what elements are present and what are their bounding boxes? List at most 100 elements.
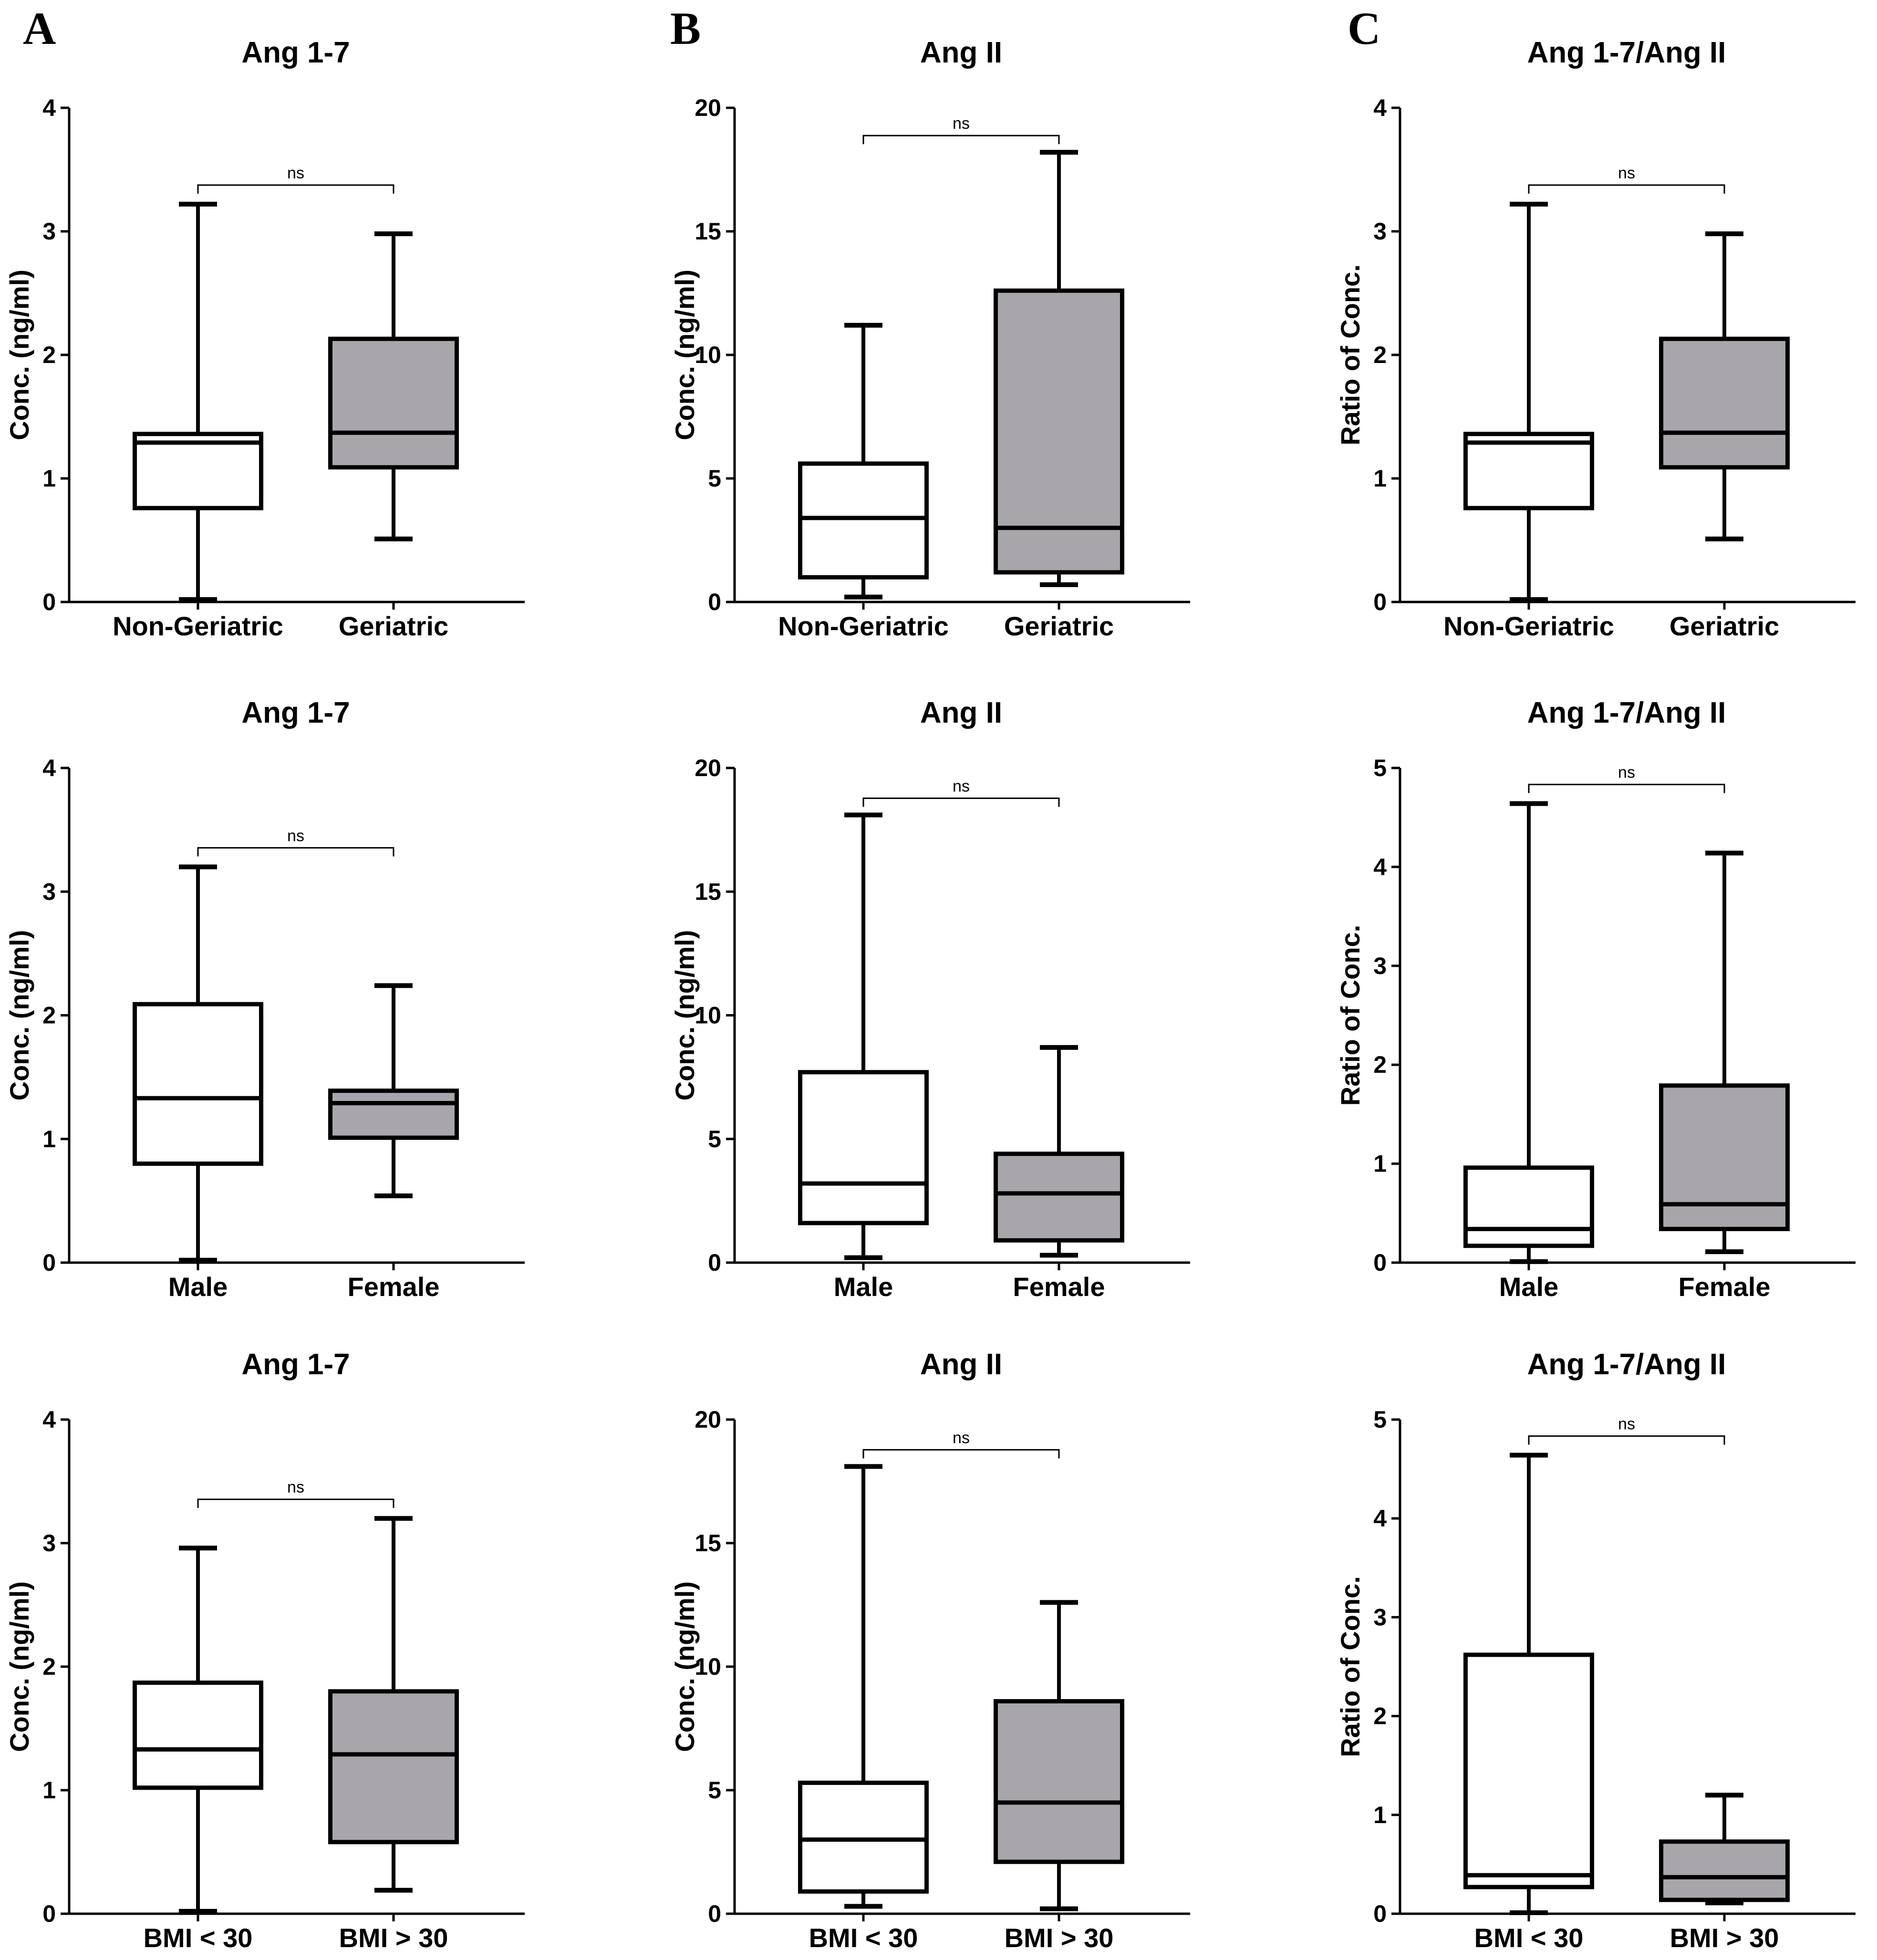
plot-title: Ang II xyxy=(920,696,1002,729)
significance-label: ns xyxy=(953,1429,970,1447)
category-label: Female xyxy=(348,1272,440,1302)
significance-label: ns xyxy=(287,164,304,182)
significance-bracket xyxy=(197,847,394,857)
significance-bracket xyxy=(862,798,1060,807)
y-tick-label: 0 xyxy=(1373,589,1387,615)
box-iqr xyxy=(133,1002,263,1166)
y-tick-label: 0 xyxy=(708,1249,721,1276)
category-label: Non-Geriatric xyxy=(113,611,283,641)
y-tick-label: 4 xyxy=(1373,1505,1387,1532)
significance-bracket xyxy=(197,184,394,194)
significance-label: ns xyxy=(287,1478,304,1496)
box-iqr xyxy=(328,336,459,470)
plot-title: Ang II xyxy=(920,1348,1002,1381)
category-label: Female xyxy=(1013,1272,1105,1302)
y-tick-label: 3 xyxy=(42,1530,56,1556)
y-tick-label: 5 xyxy=(1373,755,1387,781)
box-iqr xyxy=(798,1780,929,1894)
y-tick-label: 0 xyxy=(42,1249,56,1276)
plot-title: Ang 1-7 xyxy=(241,36,350,69)
y-axis-label: Conc. (ng/ml) xyxy=(4,930,34,1101)
y-tick-label: 5 xyxy=(708,1126,721,1152)
y-tick-label: 3 xyxy=(42,218,56,245)
plot-1-1: Ang 1-7 Conc. (ng/ml) 0 1 2 3 4 Non-Geriatric Ge… xyxy=(4,36,525,641)
y-tick-label: 15 xyxy=(695,878,721,905)
box-iqr xyxy=(798,461,929,580)
significance-bracket xyxy=(862,1449,1060,1459)
y-tick-label: 1 xyxy=(1373,1151,1387,1177)
plot-title: Ang 1-7 xyxy=(241,1348,350,1381)
y-axis-label: Conc. (ng/ml) xyxy=(670,1581,700,1752)
category-label: Geriatric xyxy=(339,611,448,641)
y-axis-label: Conc. (ng/ml) xyxy=(4,1581,34,1752)
y-tick-label: 10 xyxy=(695,1653,721,1680)
y-tick-label: 3 xyxy=(1373,1604,1387,1630)
panel-label-b: B xyxy=(670,3,701,54)
y-tick-label: 1 xyxy=(42,1777,56,1804)
y-tick-label: 0 xyxy=(1373,1249,1387,1276)
plot-1-3: Ang 1-7/Ang II Ratio of Conc. 0 1 2 3 4 Non-Ger… xyxy=(1335,36,1856,641)
box-iqr xyxy=(1463,432,1594,510)
box-iqr xyxy=(1463,1652,1594,1889)
y-tick-label: 2 xyxy=(42,342,56,368)
category-label: BMI < 30 xyxy=(144,1923,253,1953)
y-axis-label: Ratio of Conc. xyxy=(1335,264,1365,446)
y-tick-label: 0 xyxy=(708,589,721,615)
y-tick-label: 0 xyxy=(708,1900,721,1927)
y-tick-label: 2 xyxy=(1373,342,1387,368)
box-iqr xyxy=(994,288,1124,575)
y-tick-label: 4 xyxy=(42,94,56,121)
significance-label: ns xyxy=(1618,164,1635,182)
plot-2-1: Ang 1-7 Conc. (ng/ml) 0 1 2 3 4 Male Female ns xyxy=(4,696,525,1302)
significance-label: ns xyxy=(1618,1415,1635,1433)
category-label: BMI < 30 xyxy=(1474,1923,1584,1953)
y-tick-label: 1 xyxy=(42,1126,56,1152)
y-tick-label: 1 xyxy=(42,465,56,492)
y-tick-label: 15 xyxy=(695,218,721,245)
category-label: Geriatric xyxy=(1004,611,1114,641)
significance-bracket xyxy=(197,1498,394,1508)
plot-title: Ang 1-7 xyxy=(241,696,350,729)
plot-3-3: Ang 1-7/Ang II Ratio of Conc. 0 1 2 3 4 5 BMI < … xyxy=(1335,1348,1856,1953)
y-tick-label: 3 xyxy=(1373,953,1387,979)
category-label: Geriatric xyxy=(1670,611,1779,641)
category-label: Female xyxy=(1679,1272,1771,1302)
y-tick-label: 0 xyxy=(42,1900,56,1927)
category-label: BMI > 30 xyxy=(1005,1923,1114,1953)
y-tick-label: 20 xyxy=(695,94,721,121)
y-tick-label: 4 xyxy=(1373,853,1387,880)
plot-2-3: Ang 1-7/Ang II Ratio of Conc. 0 1 2 3 4 5 Male Fe… xyxy=(1335,696,1856,1302)
box-iqr xyxy=(994,1151,1124,1243)
box-iqr xyxy=(1463,1165,1594,1248)
y-tick-label: 4 xyxy=(1373,94,1387,121)
y-axis-label: Ratio of Conc. xyxy=(1335,925,1365,1106)
y-tick-label: 1 xyxy=(1373,1802,1387,1828)
significance-bracket xyxy=(862,135,1060,145)
y-tick-label: 0 xyxy=(42,589,56,615)
panel-label-a: A xyxy=(23,3,56,54)
box-iqr xyxy=(328,1689,459,1845)
plot-1-2: Ang II Conc. (ng/ml) 0 5 10 15 20 Non-Geriatric… xyxy=(670,36,1190,641)
category-label: BMI > 30 xyxy=(1670,1923,1779,1953)
y-tick-label: 10 xyxy=(695,1002,721,1029)
category-label: BMI > 30 xyxy=(339,1923,448,1953)
y-tick-label: 15 xyxy=(695,1530,721,1556)
y-tick-label: 4 xyxy=(42,1406,56,1433)
box-iqr xyxy=(798,1070,929,1225)
y-tick-label: 2 xyxy=(1373,1703,1387,1730)
significance-label: ns xyxy=(953,114,970,133)
category-label: Male xyxy=(834,1272,893,1302)
box-iqr xyxy=(328,1089,459,1140)
box-iqr xyxy=(1659,336,1790,470)
plot-title: Ang 1-7/Ang II xyxy=(1527,1348,1726,1381)
y-tick-label: 5 xyxy=(708,1777,721,1804)
y-tick-label: 10 xyxy=(695,342,721,368)
category-label: BMI < 30 xyxy=(809,1923,918,1953)
y-axis-label: Conc. (ng/ml) xyxy=(4,270,34,440)
y-axis-label: Conc. (ng/ml) xyxy=(670,270,700,440)
significance-bracket xyxy=(1528,184,1725,194)
significance-label: ns xyxy=(287,827,304,845)
y-tick-label: 20 xyxy=(695,755,721,781)
category-label: Male xyxy=(168,1272,228,1302)
